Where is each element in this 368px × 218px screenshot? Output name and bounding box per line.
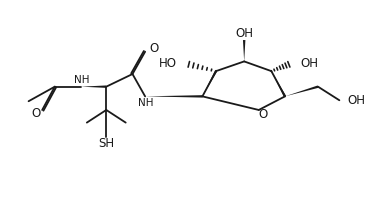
Polygon shape — [81, 85, 106, 88]
Polygon shape — [202, 71, 217, 96]
Text: OH: OH — [301, 57, 318, 70]
Polygon shape — [243, 40, 245, 61]
Text: OH: OH — [347, 94, 365, 107]
Text: O: O — [258, 108, 267, 121]
Text: OH: OH — [235, 27, 253, 40]
Text: O: O — [149, 42, 158, 55]
Text: O: O — [32, 107, 41, 120]
Text: SH: SH — [98, 138, 114, 150]
Text: NH: NH — [138, 98, 154, 108]
Text: HO: HO — [159, 57, 177, 70]
Polygon shape — [285, 85, 318, 96]
Polygon shape — [145, 95, 202, 98]
Polygon shape — [271, 71, 286, 97]
Text: NH: NH — [74, 75, 90, 85]
